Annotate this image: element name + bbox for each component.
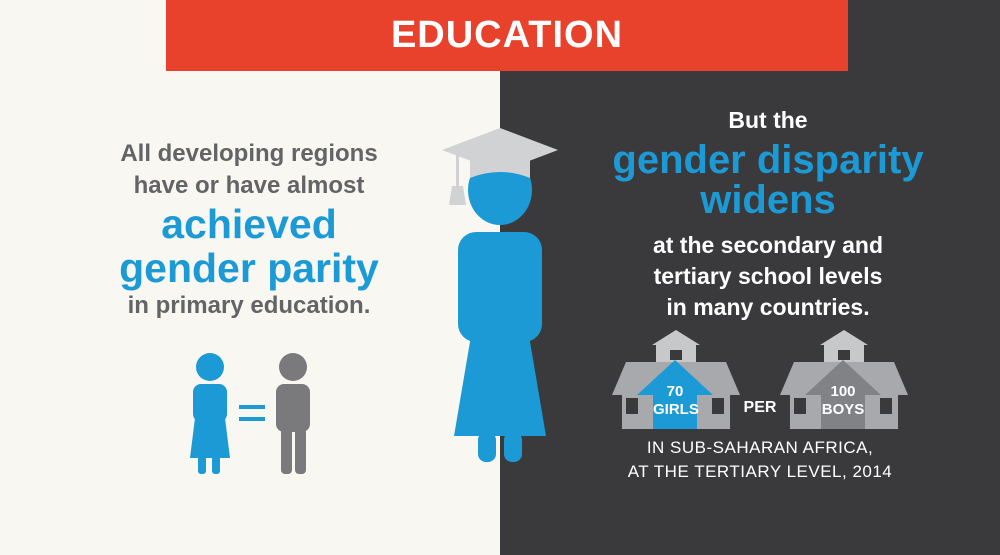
girl-figure-icon — [190, 353, 230, 474]
caption-line-1: IN SUB-SAHARAN AFRICA, — [646, 438, 874, 457]
girls-stat: 70 GIRLS — [653, 383, 699, 419]
disparity-statement: But the gender disparity widens at the s… — [578, 105, 958, 323]
girls-label: GIRLS — [653, 401, 699, 418]
right-highlight-2: widens — [700, 178, 836, 222]
school-house-icon — [780, 330, 908, 429]
left-line-2: have or have almost — [133, 172, 365, 199]
left-panel — [0, 0, 500, 555]
title-banner: EDUCATION — [166, 0, 848, 71]
equals-icon — [239, 405, 265, 421]
school-house-icon — [612, 330, 740, 429]
caption-line-2: AT THE TERTIARY LEVEL, 2014 — [627, 462, 893, 481]
boy-figure-icon — [276, 353, 310, 474]
banner-title: EDUCATION — [390, 14, 624, 56]
per-label: PER — [743, 399, 777, 416]
girls-count: 70 — [666, 383, 684, 400]
graduate-figure-icon — [442, 128, 558, 462]
right-line-3: tertiary school levels — [653, 263, 883, 289]
source-caption: IN SUB-SAHARAN AFRICA, AT THE TERTIARY L… — [580, 436, 940, 484]
right-line-1: But the — [728, 107, 808, 133]
right-line-4: in many countries. — [666, 294, 870, 320]
parity-statement: All developing regions have or have almo… — [60, 138, 438, 322]
boys-stat: 100 BOYS — [818, 383, 868, 419]
left-line-3: in primary education. — [127, 292, 371, 319]
left-highlight-1: achieved — [161, 201, 337, 247]
right-line-2: at the secondary and — [652, 232, 884, 258]
boys-count: 100 — [830, 383, 856, 400]
left-line-1: All developing regions — [120, 140, 378, 167]
left-highlight-2: gender parity — [119, 245, 379, 291]
right-panel — [500, 0, 1000, 555]
boys-label: BOYS — [821, 401, 865, 418]
right-highlight-1: gender disparity — [612, 138, 924, 182]
